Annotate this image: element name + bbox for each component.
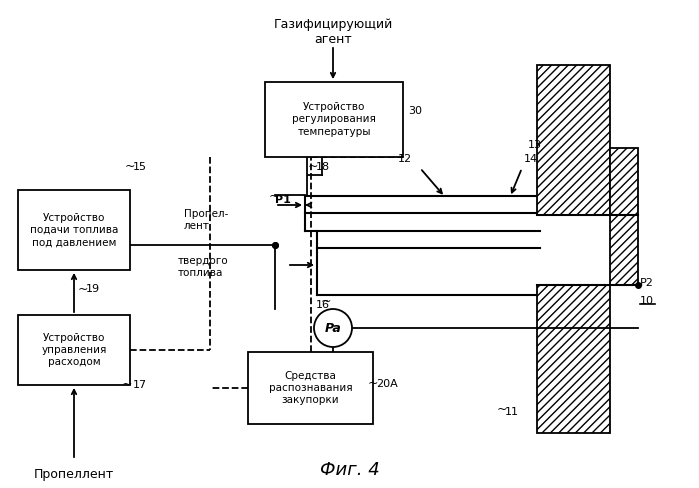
Text: 18: 18 <box>316 162 330 172</box>
Text: твердого
топлива: твердого топлива <box>178 256 228 278</box>
Text: Устройство
подачи топлива
под давлением: Устройство подачи топлива под давлением <box>30 213 118 247</box>
Text: 14: 14 <box>524 154 538 164</box>
Text: Устройство
управления
расходом: Устройство управления расходом <box>41 333 107 367</box>
Text: Устройство
регулирования
температуры: Устройство регулирования температуры <box>292 102 376 137</box>
Text: ~: ~ <box>269 190 280 203</box>
Text: Средства
распознавания
закупорки: Средства распознавания закупорки <box>268 370 352 406</box>
Text: ~: ~ <box>122 378 133 391</box>
Text: ~: ~ <box>497 403 507 416</box>
Text: Pa: Pa <box>324 322 341 334</box>
Bar <box>610 148 638 285</box>
Text: ~: ~ <box>78 283 89 296</box>
Bar <box>537 215 638 285</box>
Text: ~: ~ <box>368 377 378 390</box>
Bar <box>537 285 610 433</box>
Text: 19: 19 <box>86 285 100 294</box>
Text: P1: P1 <box>275 195 291 205</box>
Text: 10: 10 <box>640 296 654 306</box>
Text: Пропел-
лент: Пропел- лент <box>184 209 228 231</box>
Text: Фиг. 4: Фиг. 4 <box>320 461 380 479</box>
Bar <box>18 190 130 270</box>
Text: 12: 12 <box>398 154 412 164</box>
Bar <box>18 315 130 385</box>
Text: Пропеллент: Пропеллент <box>34 468 114 481</box>
Bar <box>265 82 403 157</box>
Bar <box>248 352 373 424</box>
Text: 11: 11 <box>505 407 519 417</box>
Text: P2: P2 <box>640 278 654 288</box>
Text: 15: 15 <box>133 162 147 172</box>
Text: ~: ~ <box>308 160 319 173</box>
Text: 17: 17 <box>133 380 147 390</box>
Text: Газифицирующий
агент: Газифицирующий агент <box>273 18 393 46</box>
Circle shape <box>314 309 352 347</box>
Text: 16: 16 <box>316 300 330 310</box>
Bar <box>537 65 610 215</box>
Text: ~: ~ <box>321 295 331 308</box>
Text: 30: 30 <box>408 106 422 117</box>
Text: 13: 13 <box>528 140 542 150</box>
Text: 20A: 20A <box>376 379 398 389</box>
Text: ~: ~ <box>125 160 136 173</box>
